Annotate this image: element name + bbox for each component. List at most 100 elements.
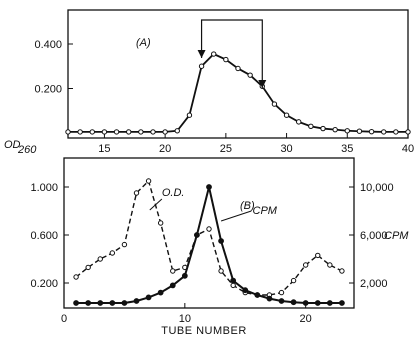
panel-b-od-point [85, 264, 91, 271]
panel-b-cpm-point [314, 300, 321, 306]
panel-b-od-point [157, 220, 164, 226]
panel-a-bracket-arrow-right [258, 80, 267, 88]
panel-a-point [138, 129, 144, 135]
panel-a-point [101, 129, 108, 135]
panel-a-frame [67, 9, 409, 139]
panel-b-right-ytick-label: 6,000 [360, 230, 388, 242]
panel-a-ylabel: OD [4, 139, 21, 151]
panel-b-cpm-point [339, 300, 345, 306]
panel-b-cpm-point [302, 300, 309, 306]
panel-b-od-point [145, 178, 152, 184]
panel-b-left-ytick-label: 0.200 [30, 278, 58, 290]
panel-b-cpm-point [109, 300, 116, 306]
panel-a-point [368, 128, 375, 135]
panel-b-od-line [75, 179, 343, 296]
panel-b-cpm-point [206, 184, 212, 190]
panel-a-point [344, 128, 350, 134]
panel-b-cpm-point [218, 238, 224, 244]
panel-a-point [235, 65, 241, 72]
panel-a-point [198, 63, 205, 69]
panel-a-point [126, 129, 132, 135]
panel-b-cpm-point [254, 292, 261, 298]
panel-b-cpm-point [326, 300, 333, 306]
panel-b-cpm-point [157, 289, 164, 296]
panel-a-xtick-label: 15 [98, 143, 110, 155]
panel-a-point [89, 129, 95, 135]
panel-b-right-ytick-label: 10,000 [360, 182, 394, 194]
panel-a-point [271, 101, 278, 107]
panel-a-point [405, 129, 411, 135]
panel-b-right-ylabel: CPM [384, 230, 409, 242]
panel-a-point [381, 129, 387, 135]
panel-a-xtick-label: 35 [341, 143, 353, 155]
panel-b-cpm-point [121, 300, 128, 306]
panel-a-xtick-label: 30 [280, 143, 292, 155]
panel-a-label: (A) [136, 37, 151, 49]
panel-b-cpm-point [266, 295, 273, 302]
panel-a-point [211, 51, 217, 57]
panel-b-cpm-point [242, 287, 249, 294]
panel-b-xtick-label: 0 [61, 313, 67, 325]
panel-a-point [283, 112, 290, 118]
panel-a-xtick-label: 25 [220, 143, 232, 155]
panel-a-point [247, 72, 253, 78]
panel-b-od-point [327, 262, 333, 268]
panel-a-point [150, 129, 156, 135]
panel-a-point [77, 129, 83, 135]
panel-b-xtick-label: 10 [179, 313, 191, 325]
panel-b-od-series-label: O.D. [162, 187, 185, 199]
panel-b-cpm-point [194, 232, 200, 238]
panel-b-cpm-point [181, 272, 188, 279]
panel-a-point [113, 129, 120, 135]
panel-a-point [320, 125, 326, 132]
panel-b-cpm-point [133, 298, 140, 304]
panel-a-point [223, 56, 229, 63]
panel-b-cpm-line [76, 186, 342, 304]
panel-a-xtick-label: 20 [159, 143, 171, 155]
panel-a-bracket-arrow-left [197, 50, 206, 58]
panel-b-left-ytick-label: 1.000 [30, 182, 58, 194]
panel-b-od-point [278, 289, 285, 296]
panel-b-od-point [315, 252, 321, 259]
panel-a-point [332, 126, 338, 133]
panel-b-cpm-point [85, 300, 92, 306]
panel-b-cpm-point [278, 298, 285, 304]
panel-b-right-ytick-label: 2,000 [360, 278, 388, 290]
panel-b-left-ytick-label: 0.600 [30, 230, 58, 242]
panel-b-cpm-label-leader [220, 210, 252, 222]
panel-b-cpm-point [145, 294, 152, 301]
panel-b-cpm-point [97, 300, 104, 306]
panel-b-od-point [230, 282, 236, 289]
panel-b-od-point [206, 226, 212, 232]
panel-b-od-point [121, 241, 128, 248]
panel-b-od-point [290, 277, 297, 284]
panel-b-plot: 0 10 20 0.200 0.600 1.000 2,000 6,000 10,000 O.D.… [30, 178, 394, 325]
panel-b-cpm-point [290, 299, 297, 306]
panel-b-cpm-series-label: CPM [253, 205, 278, 217]
panel-a-point [356, 128, 363, 134]
panel-a-point [308, 123, 314, 130]
panel-b-od-point [339, 268, 345, 274]
panel-b-od-point [170, 268, 176, 274]
panel-a-xtick-label: 40 [402, 143, 414, 155]
panel-a-ytick-label: 0.200 [34, 84, 62, 96]
panel-b-od-point [218, 268, 224, 274]
panel-b-label: (B) [240, 200, 255, 212]
panel-b-od-point [133, 190, 140, 196]
panel-b-od-point [97, 256, 103, 262]
panel-a-point [186, 112, 193, 118]
panel-a-bracket [200, 19, 263, 88]
panel-b-od-point [302, 262, 309, 268]
panel-a-point [174, 128, 180, 134]
panel-b-frame [63, 157, 355, 309]
panel-a-point [393, 129, 399, 135]
panel-b-cpm-point [230, 277, 237, 284]
panel-a-ylabel-subscript: 260 [17, 144, 37, 156]
panel-b-cpm-point [169, 282, 176, 289]
panel-a-plot: 15 20 25 30 35 40 0.200 0.400 [34, 19, 414, 155]
panel-b-od-point [73, 274, 79, 280]
panel-a-point [162, 129, 168, 135]
panel-a-point [65, 129, 71, 135]
panel-b-od-point [109, 250, 116, 256]
